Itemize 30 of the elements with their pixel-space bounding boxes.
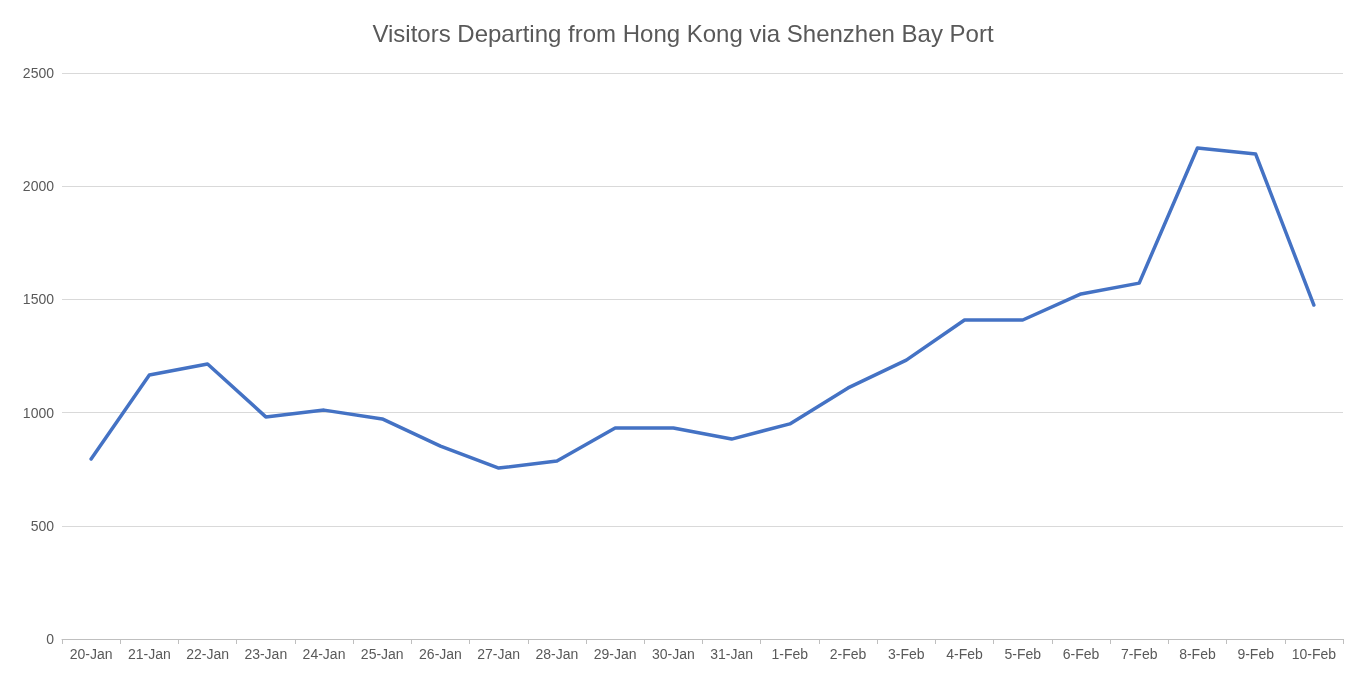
x-tick-label: 4-Feb [946, 646, 984, 662]
x-tick-label: 1-Feb [771, 646, 809, 662]
x-tick-label: 3-Feb [888, 646, 925, 662]
x-tick-label: 29-Jan [593, 646, 637, 662]
x-tick-label: 26-Jan [419, 646, 462, 662]
x-tick-label: 21-Jan [127, 646, 171, 662]
x-tick-label: 9-Feb [1237, 646, 1275, 662]
y-tick-label: 1500 [22, 291, 55, 308]
x-tick-label: 27-Jan [477, 646, 521, 662]
x-tick-label: 25-Jan [360, 646, 404, 662]
x-tick-label: 5-Feb [1004, 646, 1042, 662]
x-tick-label: 6-Feb [1062, 646, 1100, 662]
chart-title: Visitors Departing from Hong Kong via Shenzhen Bay Port [372, 19, 994, 47]
y-tick-label: 500 [30, 517, 55, 534]
x-tick-label: 22-Jan [186, 646, 229, 662]
x-tick-label: 20-Jan [69, 646, 113, 662]
y-tick-label: 0 [46, 631, 55, 647]
y-tick-label: 2000 [22, 178, 55, 195]
y-tick-label: 1000 [22, 404, 55, 421]
x-tick-label: 28-Jan [535, 646, 579, 662]
x-tick-label: 31-Jan [710, 646, 754, 662]
x-tick-label: 30-Jan [651, 646, 695, 662]
x-tick-label: 24-Jan [302, 646, 346, 662]
y-tick-label: 2500 [22, 65, 55, 81]
x-tick-label: 23-Jan [244, 646, 288, 662]
x-tick-label: 2-Feb [829, 646, 867, 662]
x-tick-label: 8-Feb [1179, 646, 1216, 662]
line-series [89, 146, 1316, 470]
x-tick-label: 7-Feb [1120, 646, 1158, 662]
x-tick-label: 10-Feb [1291, 646, 1337, 662]
